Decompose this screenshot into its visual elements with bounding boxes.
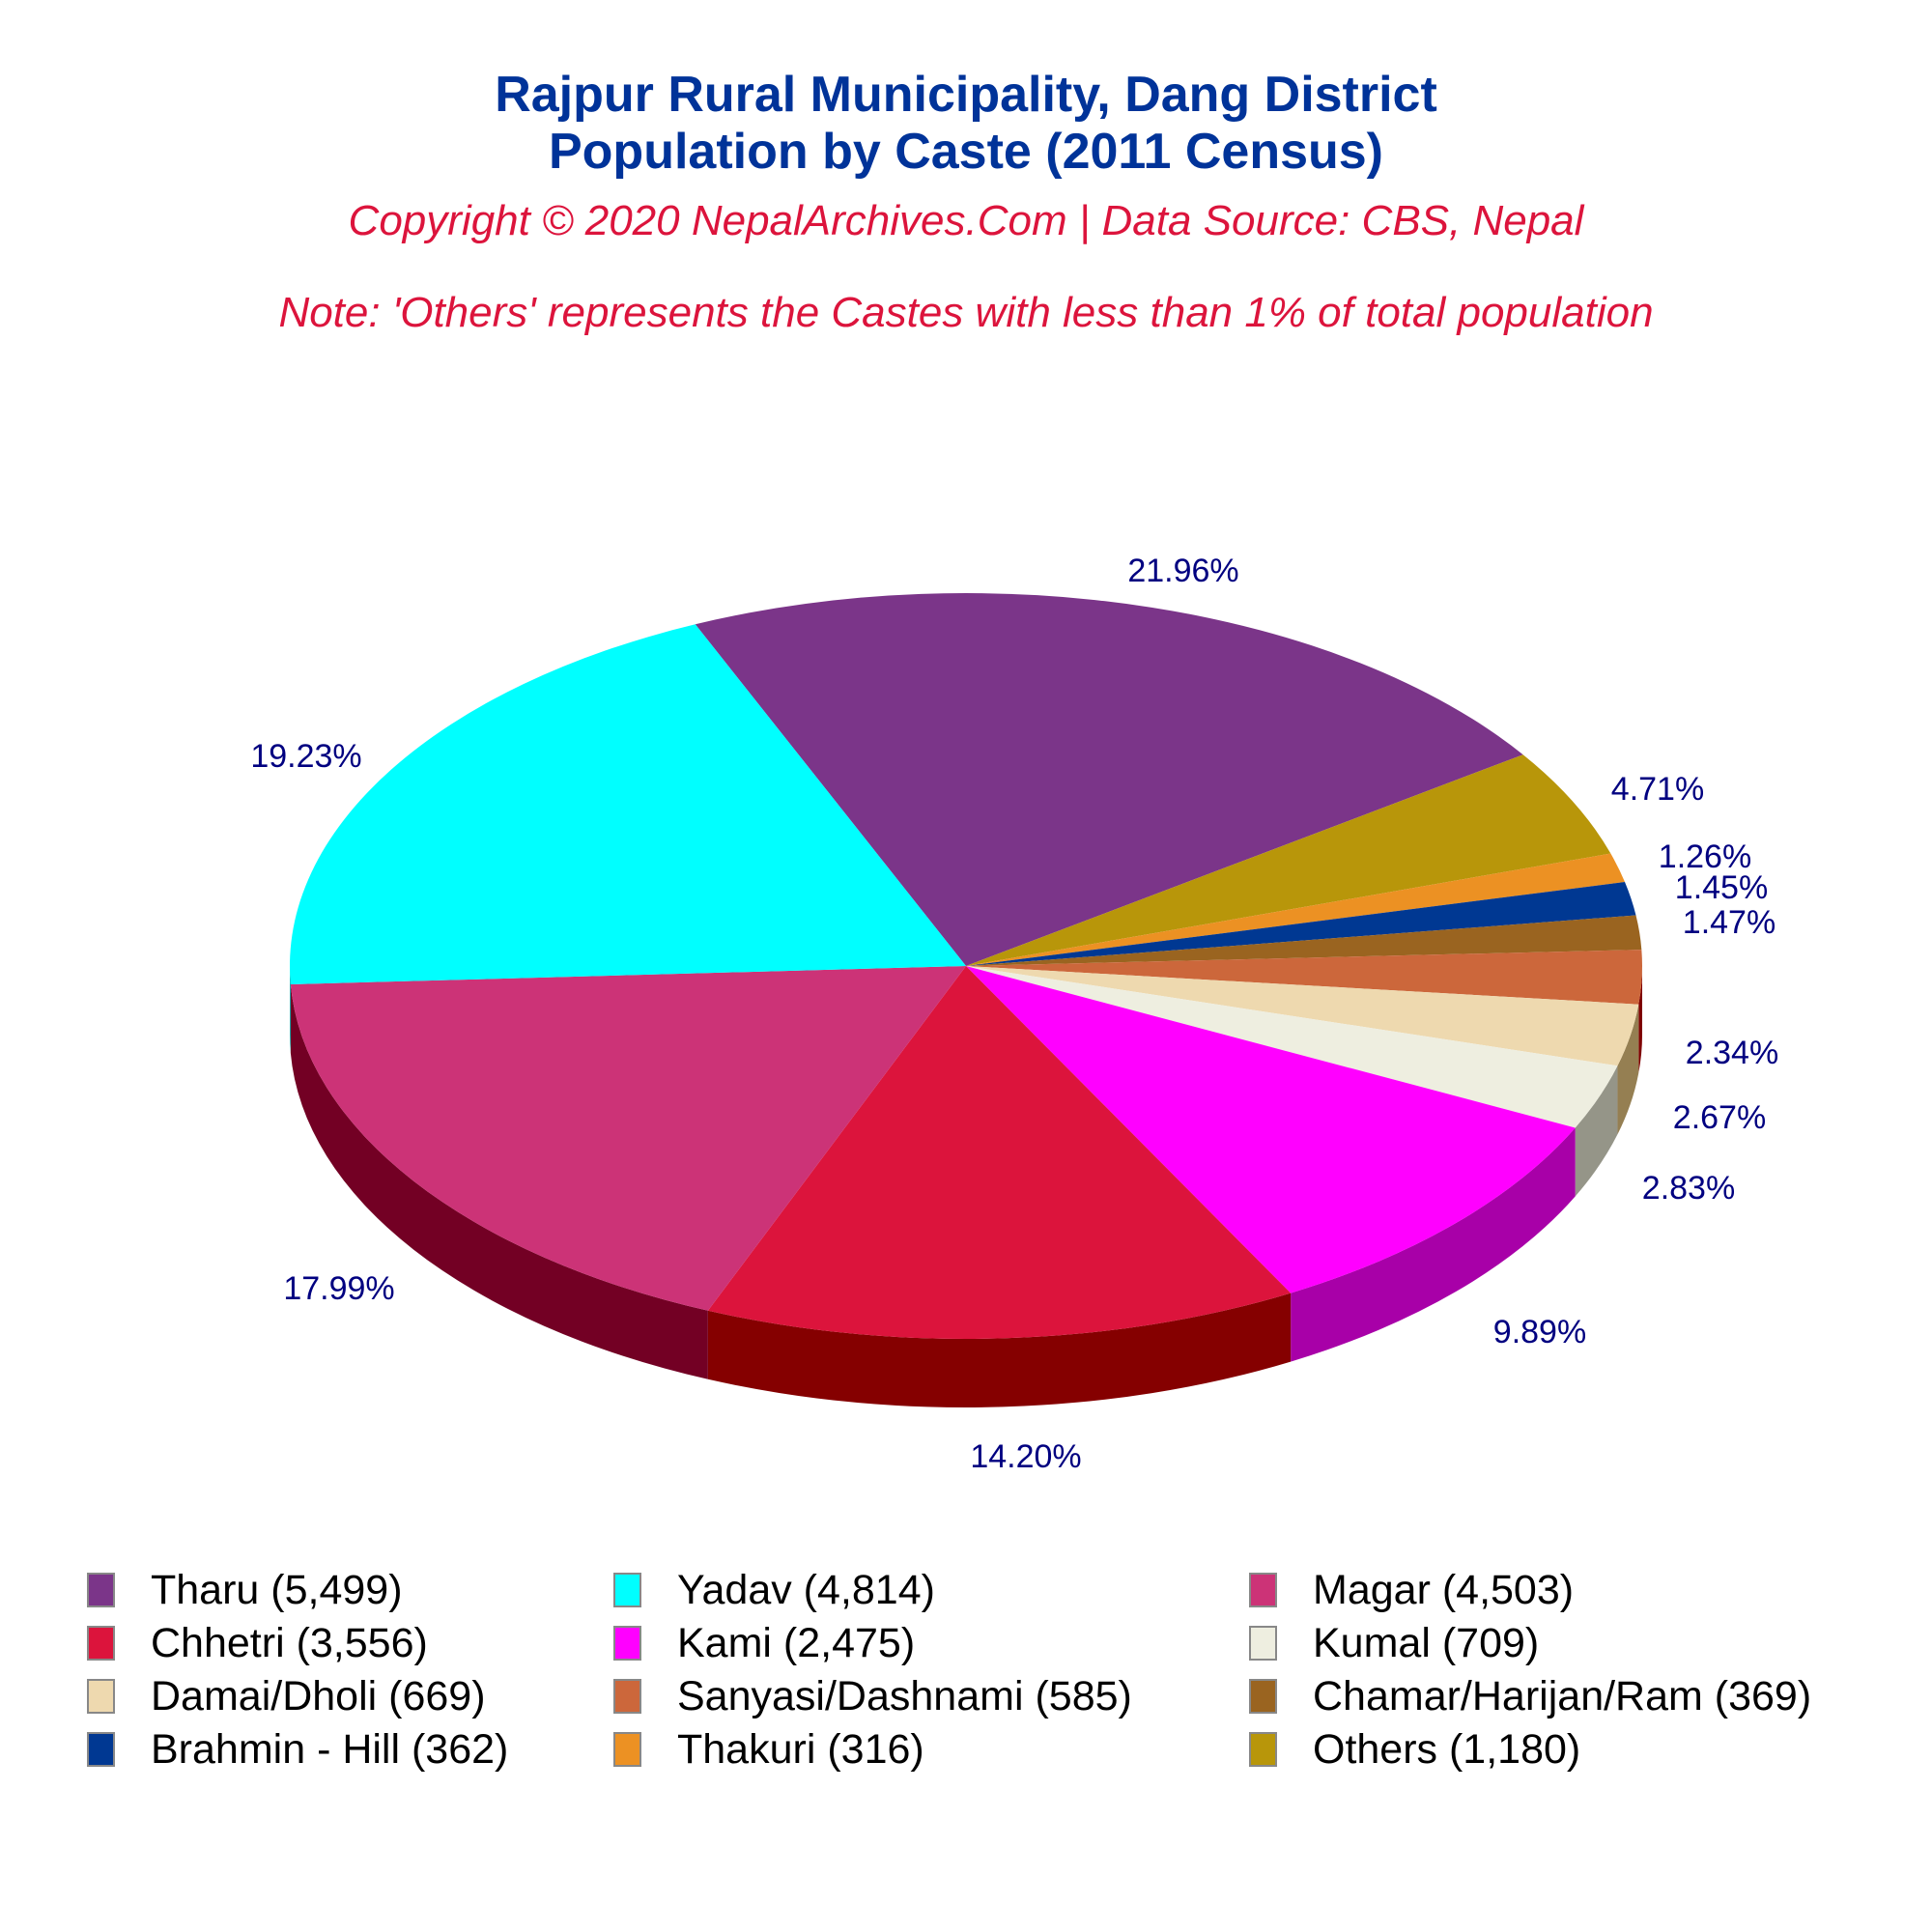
legend-swatch-icon — [1249, 1679, 1277, 1714]
pie-slice-damai-dholi — [966, 966, 1639, 1066]
legend-item: Kami (2,475) — [613, 1620, 915, 1666]
pie-percent-label: 14.20% — [970, 1438, 1081, 1475]
legend-item: Kumal (709) — [1249, 1620, 1539, 1666]
legend-label: Sanyasi/Dashnami (585) — [677, 1672, 1132, 1719]
pie-percent-label: 21.96% — [1127, 553, 1238, 589]
legend-swatch-icon — [613, 1626, 641, 1661]
legend-label: Thakuri (316) — [677, 1725, 924, 1773]
pie-side-magar — [290, 983, 708, 1379]
pie-percent-label: 2.67% — [1673, 1099, 1766, 1136]
pie-side-faces — [290, 966, 1642, 1407]
legend-item: Chamar/Harijan/Ram (369) — [1249, 1673, 1811, 1719]
pie-percent-label: 1.45% — [1675, 869, 1768, 906]
legend-swatch-icon — [1249, 1732, 1277, 1767]
legend-label: Chamar/Harijan/Ram (369) — [1313, 1672, 1812, 1719]
note-text: Note: 'Others' represents the Castes wit… — [278, 289, 1654, 336]
chart-title-line1: Rajpur Rural Municipality, Dang District — [495, 67, 1437, 123]
pie-side-yadav — [290, 966, 291, 1053]
pie-percent-label: 1.47% — [1683, 904, 1776, 941]
pie-top-faces — [289, 593, 1643, 1339]
pie-side-kami — [1291, 1127, 1576, 1362]
pie-percent-label: 17.99% — [283, 1270, 394, 1307]
pie-slice-chamar-harijan-ram — [966, 915, 1642, 966]
pie-side-damai-dholi — [1617, 1004, 1639, 1135]
legend-item: Magar (4,503) — [1249, 1567, 1574, 1613]
legend-swatch-icon — [87, 1626, 115, 1661]
chart-title-line2: Population by Caste (2011 Census) — [548, 124, 1384, 180]
legend-swatch-icon — [1249, 1573, 1277, 1607]
pie-slice-others — [966, 754, 1611, 966]
legend-swatch-icon — [613, 1732, 641, 1767]
pie-slice-tharu — [695, 593, 1523, 966]
pie-percent-label: 2.34% — [1686, 1035, 1778, 1071]
legend-label: Brahmin - Hill (362) — [151, 1725, 509, 1773]
legend-label: Tharu (5,499) — [151, 1566, 403, 1613]
legend-label: Magar (4,503) — [1313, 1566, 1575, 1613]
pie-percent-label: 9.89% — [1493, 1314, 1586, 1350]
legend-swatch-icon — [87, 1732, 115, 1767]
pie-slice-magar — [290, 966, 966, 1311]
legend-swatch-icon — [613, 1679, 641, 1714]
pie-percent-labels: 21.96% 4.71% 1.26%1.45%1.47% 2.34% 2.67% 2.83… — [250, 553, 1778, 1475]
pie-percent-label: 2.83% — [1642, 1170, 1735, 1207]
legend-item: Brahmin - Hill (362) — [87, 1726, 508, 1773]
legend-swatch-icon — [613, 1573, 641, 1607]
pie-percent-label: 1.26% — [1659, 838, 1751, 875]
legend-item: Thakuri (316) — [613, 1726, 924, 1773]
legend-item: Chhetri (3,556) — [87, 1620, 428, 1666]
legend-item: Damai/Dholi (669) — [87, 1673, 486, 1719]
pie-slice-kumal — [966, 966, 1618, 1128]
legend-item: Others (1,180) — [1249, 1726, 1580, 1773]
pie-side-kumal — [1575, 1065, 1618, 1197]
legend-label: Chhetri (3,556) — [151, 1619, 428, 1666]
pie-slice-sanyasi-dashnami — [966, 950, 1643, 1005]
pie-side-chhetri — [707, 1293, 1292, 1407]
legend-item: Sanyasi/Dashnami (585) — [613, 1673, 1132, 1719]
pie-side-sanyasi-dashnami — [1638, 966, 1642, 1073]
legend-item: Tharu (5,499) — [87, 1567, 403, 1613]
pie-slice-kami — [966, 966, 1576, 1293]
pie-percent-label: 4.71% — [1611, 771, 1704, 808]
pie-slice-brahmin-hill — [966, 882, 1636, 966]
legend-label: Others (1,180) — [1313, 1725, 1581, 1773]
pie-slice-yadav — [289, 624, 966, 984]
legend-item: Yadav (4,814) — [613, 1567, 935, 1613]
legend-label: Kumal (709) — [1313, 1619, 1540, 1666]
pie-slice-thakuri — [966, 853, 1626, 966]
legend-swatch-icon — [87, 1573, 115, 1607]
copyright-text: Copyright © 2020 NepalArchives.Com | Dat… — [348, 197, 1584, 244]
legend-swatch-icon — [87, 1679, 115, 1714]
legend-label: Damai/Dholi (669) — [151, 1672, 486, 1719]
pie-slice-chhetri — [707, 966, 1292, 1339]
pie-percent-label: 19.23% — [250, 738, 361, 775]
legend-label: Kami (2,475) — [677, 1619, 916, 1666]
legend-swatch-icon — [1249, 1626, 1277, 1661]
legend-label: Yadav (4,814) — [677, 1566, 935, 1613]
